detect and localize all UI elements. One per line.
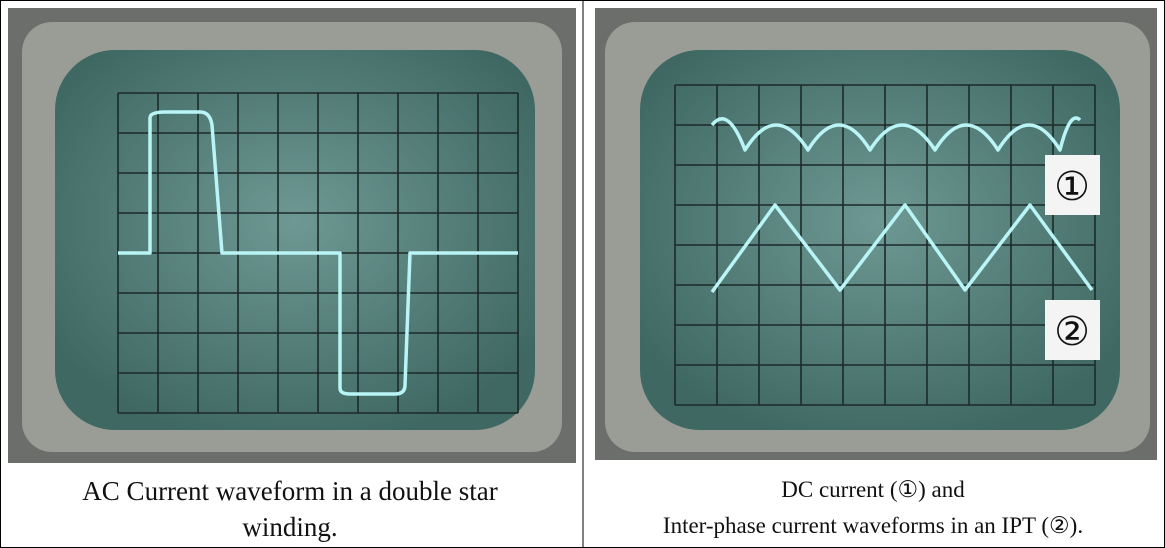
caption: AC Current waveform in a double star	[82, 476, 497, 506]
caption: Inter-phase current waveforms in an IPT …	[663, 513, 1083, 538]
caption: winding.	[242, 512, 337, 542]
caption: DC current (①) and	[781, 477, 965, 502]
left-photo	[8, 8, 576, 463]
waveform-label: ②	[1054, 309, 1090, 355]
waveform-label: ①	[1054, 164, 1090, 210]
right-photo: ① ②	[595, 8, 1157, 460]
page: ① ② AC Current waveform in a double star…	[0, 0, 1165, 548]
